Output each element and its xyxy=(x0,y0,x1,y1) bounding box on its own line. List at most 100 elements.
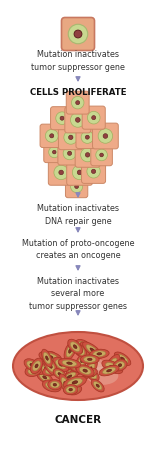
Ellipse shape xyxy=(76,118,80,122)
Ellipse shape xyxy=(114,352,131,365)
Text: Mutation inactivates
tumor suppressor gene: Mutation inactivates tumor suppressor ge… xyxy=(31,50,125,72)
Ellipse shape xyxy=(87,367,118,385)
Ellipse shape xyxy=(87,112,100,124)
Ellipse shape xyxy=(48,380,62,390)
Ellipse shape xyxy=(87,165,100,178)
Ellipse shape xyxy=(86,354,89,356)
Ellipse shape xyxy=(103,367,116,374)
Ellipse shape xyxy=(41,363,53,372)
Ellipse shape xyxy=(69,388,73,391)
Ellipse shape xyxy=(86,369,99,381)
Ellipse shape xyxy=(53,357,69,371)
Ellipse shape xyxy=(73,389,76,392)
Ellipse shape xyxy=(77,347,85,355)
Ellipse shape xyxy=(83,360,97,379)
Ellipse shape xyxy=(68,348,72,353)
Ellipse shape xyxy=(118,364,122,367)
Ellipse shape xyxy=(81,131,93,143)
Ellipse shape xyxy=(97,353,102,355)
Ellipse shape xyxy=(64,341,76,360)
Ellipse shape xyxy=(27,361,37,369)
FancyBboxPatch shape xyxy=(58,141,81,165)
Ellipse shape xyxy=(73,362,86,375)
Ellipse shape xyxy=(46,367,57,374)
Ellipse shape xyxy=(78,341,88,350)
Ellipse shape xyxy=(58,373,61,375)
Ellipse shape xyxy=(81,347,84,351)
Ellipse shape xyxy=(91,380,104,392)
Ellipse shape xyxy=(69,363,83,370)
FancyBboxPatch shape xyxy=(91,144,112,166)
Ellipse shape xyxy=(73,364,77,368)
Ellipse shape xyxy=(24,359,39,371)
Ellipse shape xyxy=(71,112,85,127)
Ellipse shape xyxy=(63,376,86,389)
Ellipse shape xyxy=(74,30,82,38)
Ellipse shape xyxy=(83,342,102,358)
Ellipse shape xyxy=(59,374,72,394)
Ellipse shape xyxy=(98,129,113,143)
Ellipse shape xyxy=(80,349,82,353)
Ellipse shape xyxy=(75,345,86,358)
Ellipse shape xyxy=(58,358,81,368)
FancyBboxPatch shape xyxy=(51,106,74,130)
Ellipse shape xyxy=(83,369,87,372)
Ellipse shape xyxy=(85,363,95,375)
Ellipse shape xyxy=(44,357,57,375)
Ellipse shape xyxy=(83,352,92,358)
Ellipse shape xyxy=(80,350,95,360)
Ellipse shape xyxy=(77,170,82,175)
Ellipse shape xyxy=(71,373,73,377)
Ellipse shape xyxy=(82,346,90,358)
Ellipse shape xyxy=(73,365,78,368)
Ellipse shape xyxy=(81,344,85,347)
Ellipse shape xyxy=(75,340,91,352)
Ellipse shape xyxy=(88,371,97,379)
Ellipse shape xyxy=(42,349,52,367)
Ellipse shape xyxy=(110,362,114,367)
Ellipse shape xyxy=(75,364,84,372)
FancyBboxPatch shape xyxy=(48,160,74,185)
Ellipse shape xyxy=(63,147,76,160)
Ellipse shape xyxy=(53,383,57,386)
Ellipse shape xyxy=(90,349,109,358)
Ellipse shape xyxy=(115,362,125,369)
Ellipse shape xyxy=(60,370,79,383)
Ellipse shape xyxy=(102,360,123,374)
Ellipse shape xyxy=(39,351,61,363)
Ellipse shape xyxy=(104,354,120,375)
Ellipse shape xyxy=(75,185,79,189)
Ellipse shape xyxy=(44,365,49,369)
Ellipse shape xyxy=(71,362,79,370)
Ellipse shape xyxy=(49,364,52,368)
FancyBboxPatch shape xyxy=(61,17,95,50)
Ellipse shape xyxy=(65,360,86,373)
Ellipse shape xyxy=(76,365,94,376)
Ellipse shape xyxy=(93,351,106,357)
Ellipse shape xyxy=(117,354,128,363)
Ellipse shape xyxy=(67,362,72,364)
Ellipse shape xyxy=(96,149,107,161)
Ellipse shape xyxy=(60,116,64,120)
Ellipse shape xyxy=(68,339,83,354)
Ellipse shape xyxy=(63,385,78,395)
Ellipse shape xyxy=(91,373,94,376)
Ellipse shape xyxy=(93,381,102,390)
Ellipse shape xyxy=(13,332,143,400)
Ellipse shape xyxy=(62,360,77,366)
Ellipse shape xyxy=(66,345,74,357)
Ellipse shape xyxy=(37,360,56,375)
Ellipse shape xyxy=(28,366,39,375)
Ellipse shape xyxy=(50,134,54,138)
Ellipse shape xyxy=(64,130,78,144)
Ellipse shape xyxy=(45,129,58,142)
Ellipse shape xyxy=(54,165,68,179)
Ellipse shape xyxy=(103,134,108,138)
Ellipse shape xyxy=(42,365,60,376)
Ellipse shape xyxy=(49,146,60,158)
Ellipse shape xyxy=(30,358,43,374)
FancyBboxPatch shape xyxy=(82,106,105,129)
FancyBboxPatch shape xyxy=(44,141,65,162)
Ellipse shape xyxy=(71,96,84,109)
FancyBboxPatch shape xyxy=(75,142,100,167)
